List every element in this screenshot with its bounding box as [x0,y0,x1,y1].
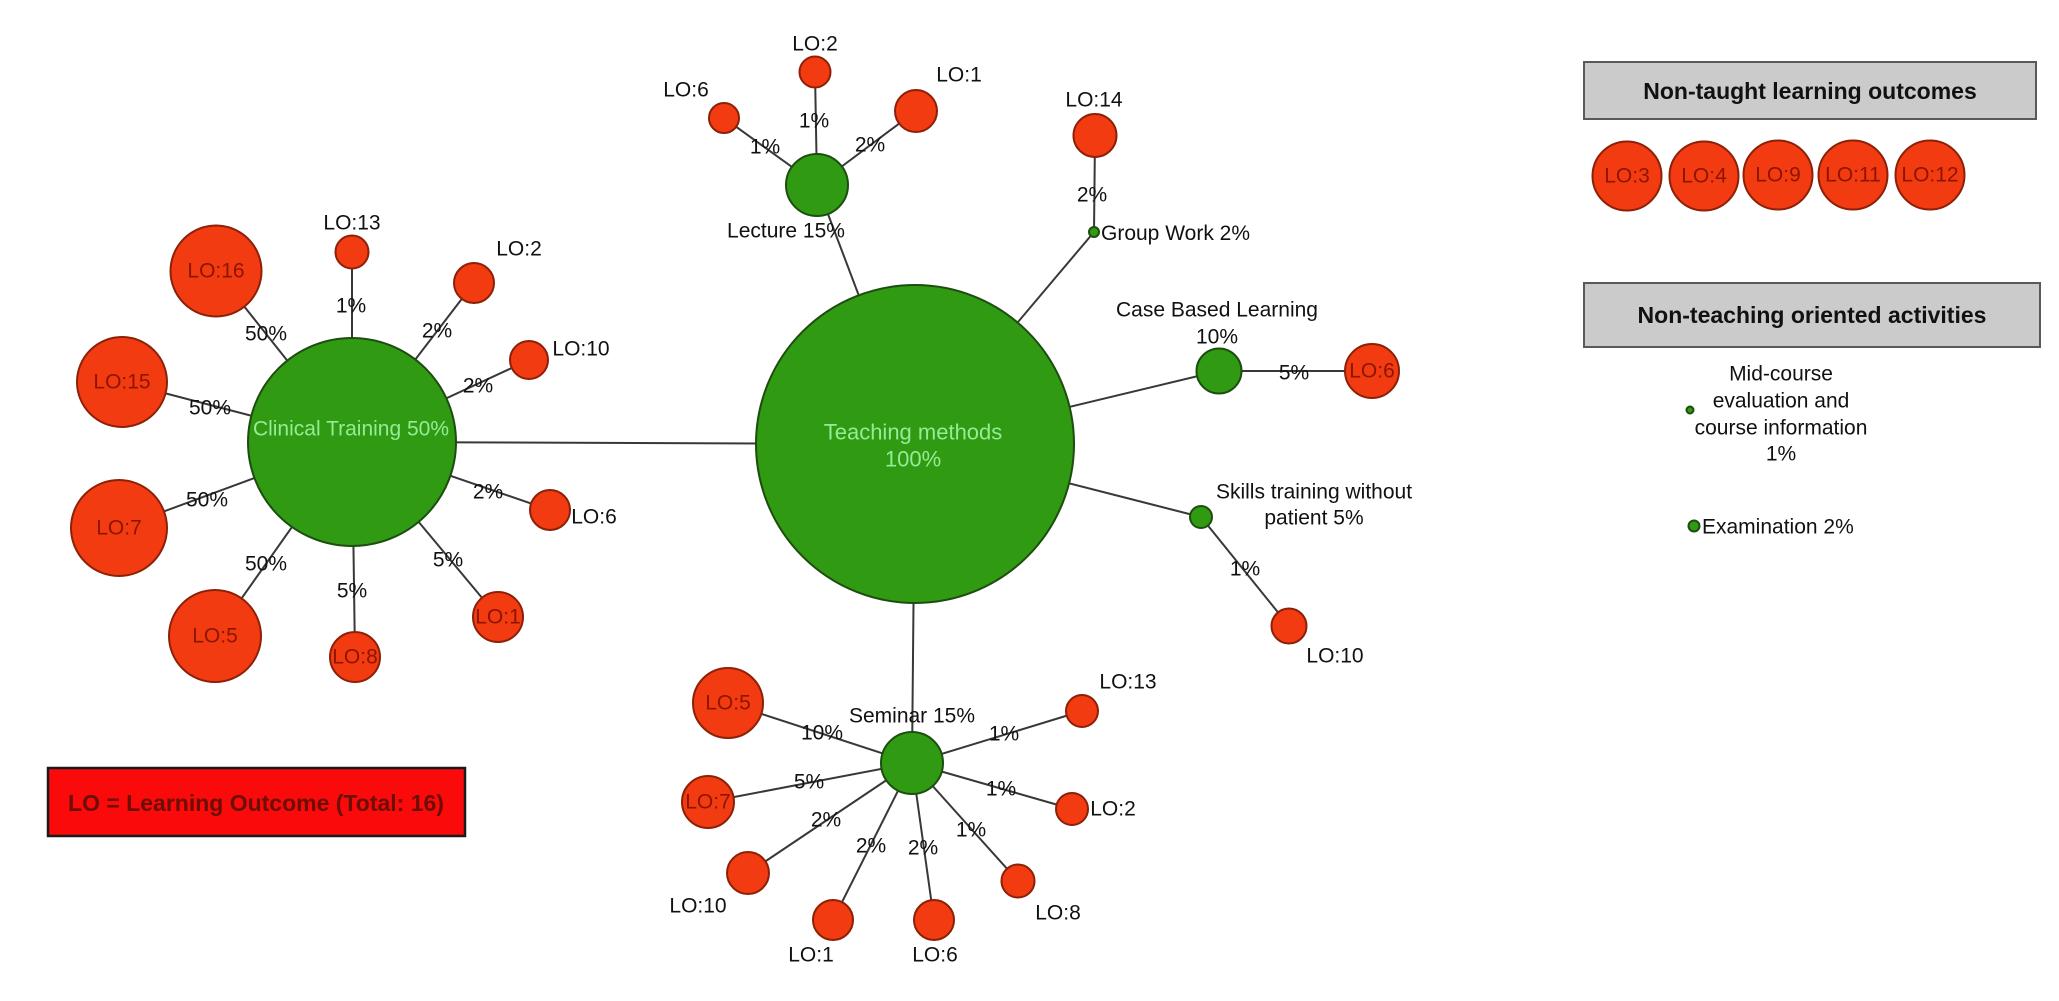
svg-text:Seminar 15%: Seminar 15% [849,705,975,728]
svg-text:50%: 50% [245,323,287,346]
svg-text:LO:4: LO:4 [1681,165,1727,188]
svg-text:LO:16: LO:16 [187,260,244,283]
svg-text:1%: 1% [1230,558,1260,581]
svg-text:100%: 100% [885,447,941,472]
svg-text:LO:13: LO:13 [323,212,380,235]
svg-text:LO:3: LO:3 [1604,165,1650,188]
svg-text:LO:1: LO:1 [788,944,834,967]
svg-text:2%: 2% [422,320,452,343]
svg-text:Case Based Learning: Case Based Learning [1116,299,1318,322]
svg-text:5%: 5% [433,549,463,572]
svg-text:LO:5: LO:5 [705,692,751,715]
svg-text:LO:7: LO:7 [685,791,731,814]
svg-text:LO:6: LO:6 [663,79,709,102]
svg-text:LO:10: LO:10 [669,895,726,918]
svg-text:LO:1: LO:1 [936,64,982,87]
svg-text:50%: 50% [189,397,231,420]
svg-text:Lecture 15%: Lecture 15% [727,220,845,243]
svg-text:evaluation and: evaluation and [1713,390,1850,413]
svg-text:2%: 2% [856,835,886,858]
svg-text:LO:8: LO:8 [332,646,378,669]
svg-text:2%: 2% [1077,184,1107,207]
svg-text:LO:6: LO:6 [571,506,617,529]
svg-text:course information: course information [1695,417,1868,440]
svg-text:LO = Learning Outcome (Total:: LO = Learning Outcome (Total: 16) [68,790,444,816]
svg-text:LO:1: LO:1 [475,606,521,629]
svg-text:LO:15: LO:15 [93,371,150,394]
svg-text:50%: 50% [245,553,287,576]
svg-text:LO:6: LO:6 [1349,360,1395,383]
svg-text:LO:12: LO:12 [1901,164,1958,187]
svg-text:LO:7: LO:7 [96,517,142,540]
svg-text:1%: 1% [956,819,986,842]
svg-text:1%: 1% [989,723,1019,746]
svg-text:Non-taught learning outcomes: Non-taught learning outcomes [1643,78,1977,104]
svg-text:LO:13: LO:13 [1099,671,1156,694]
svg-text:1%: 1% [799,110,829,133]
svg-text:2%: 2% [473,481,503,504]
svg-text:LO:2: LO:2 [1090,798,1136,821]
svg-text:2%: 2% [463,375,493,398]
svg-text:5%: 5% [337,580,367,603]
svg-text:Mid-course: Mid-course [1729,363,1833,386]
svg-text:patient 5%: patient 5% [1264,507,1363,530]
svg-text:5%: 5% [1279,362,1309,385]
svg-text:LO:8: LO:8 [1035,902,1081,925]
svg-text:LO:5: LO:5 [192,625,238,648]
svg-text:LO:2: LO:2 [792,33,838,56]
svg-text:Examination 2%: Examination 2% [1702,516,1854,539]
svg-text:LO:2: LO:2 [496,238,542,261]
svg-text:50%: 50% [186,489,228,512]
svg-text:LO:10: LO:10 [552,338,609,361]
svg-text:LO:10: LO:10 [1306,645,1363,668]
svg-text:LO:14: LO:14 [1065,89,1123,112]
svg-text:2%: 2% [855,134,885,157]
svg-text:1%: 1% [1766,443,1796,466]
svg-text:1%: 1% [750,136,780,159]
svg-text:1%: 1% [336,295,366,318]
svg-text:1%: 1% [986,778,1016,801]
svg-text:LO:9: LO:9 [1755,164,1801,187]
svg-text:Non-teaching oriented activiti: Non-teaching oriented activities [1638,302,1987,328]
svg-text:Clinical Training 50%: Clinical Training 50% [253,418,449,441]
svg-text:5%: 5% [794,771,824,794]
svg-text:2%: 2% [908,837,938,860]
svg-text:2%: 2% [811,809,841,832]
svg-text:10%: 10% [1196,326,1238,349]
svg-text:10%: 10% [801,722,843,745]
svg-text:Teaching methods: Teaching methods [824,420,1003,445]
svg-text:LO:6: LO:6 [912,944,958,967]
svg-text:Skills training without: Skills training without [1216,481,1412,504]
svg-text:Group Work 2%: Group Work 2% [1101,222,1250,245]
svg-text:LO:11: LO:11 [1825,164,1881,187]
